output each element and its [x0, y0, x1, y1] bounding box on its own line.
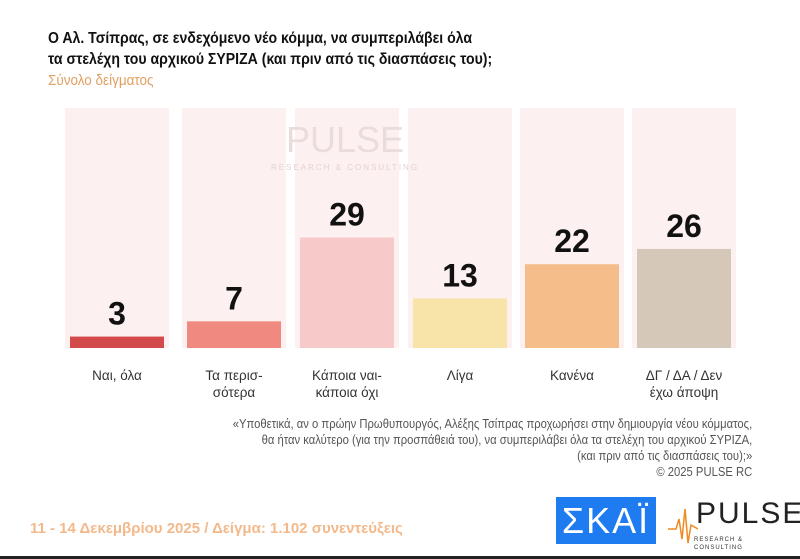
pulse-logo-word: PULSE — [696, 497, 800, 530]
bar — [637, 248, 731, 348]
title-line-2: τα στελέχη του αρχικού ΣΥΡΙΖΑ (και πριν … — [48, 51, 493, 68]
pulse-wave-icon — [668, 508, 698, 544]
copyright: © 2025 PULSE RC — [656, 465, 752, 479]
category-label: Τα περισ- — [205, 368, 262, 383]
chart-title: Ο Αλ. Τσίπρας, σε ενδεχόμενο νέο κόμμα, … — [48, 28, 492, 70]
bar-chart: PULSE RESEARCH & CONSULTING 3 Ναι, όλα 7 Τα π… — [65, 108, 736, 400]
watermark-text: PULSE — [286, 119, 404, 160]
bar-background — [65, 108, 169, 348]
bar — [525, 264, 619, 348]
data-label: 3 — [108, 296, 126, 332]
data-label: 29 — [329, 197, 365, 233]
data-label: 26 — [666, 208, 702, 244]
bar-background — [182, 108, 286, 348]
category-label: ΔΓ / ΔΑ / Δεν — [646, 368, 723, 383]
bar — [300, 237, 394, 348]
footer-sample-info: 11 - 14 Δεκεμβρίου 2025 / Δείγμα: 1.102 … — [30, 520, 403, 537]
bar — [70, 336, 164, 348]
note-line: (και πριν από τις διασπάσεις του);» — [576, 449, 752, 463]
title-line-1: Ο Αλ. Τσίπρας, σε ενδεχόμενο νέο κόμμα, … — [48, 30, 472, 47]
chart-subtitle: Σύνολο δείγματος — [48, 72, 154, 89]
data-label: 13 — [442, 257, 478, 293]
category-label: κάποια όχι — [316, 385, 379, 400]
category-label: Ναι, όλα — [92, 368, 142, 383]
watermark-tagline: RESEARCH & CONSULTING — [271, 163, 419, 172]
data-label: 22 — [554, 223, 590, 259]
data-label: 7 — [225, 280, 243, 316]
question-note: «Υποθετικά, αν ο πρώην Πρωθυπουργός, Αλέ… — [233, 416, 752, 480]
bar — [413, 298, 507, 348]
category-label: Κανένα — [550, 368, 594, 383]
category-label: Κάποια ναι- — [312, 368, 382, 383]
category-label: Λίγα — [447, 368, 474, 383]
bar — [187, 321, 281, 348]
pulse-logo-tagline: RESEARCH & CONSULTING — [694, 537, 744, 551]
note-line: «Υποθετικά, αν ο πρώην Πρωθυπουργός, Αλέ… — [232, 417, 752, 431]
skai-logo: ΣΚΑΪ — [556, 497, 656, 544]
pulse-logo: PULSE RESEARCH & CONSULTING — [668, 497, 800, 551]
category-label: έχω άποψη — [650, 385, 719, 400]
bottom-rule — [0, 556, 800, 559]
category-label: σότερα — [213, 385, 256, 400]
note-line: θα ήταν καλύτερο (για την προσπάθειά του… — [261, 433, 752, 447]
